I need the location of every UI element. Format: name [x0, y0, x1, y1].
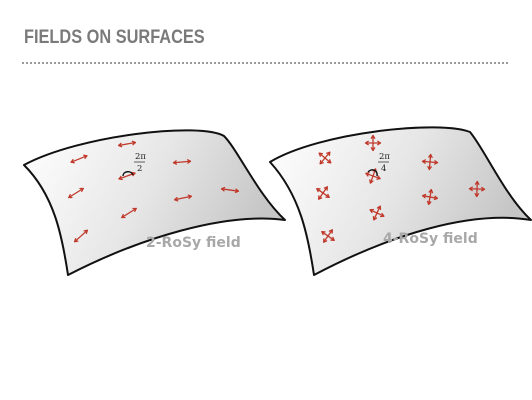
- caption-2rosy: 2-RoSy field: [146, 235, 241, 251]
- arrow-glyph-4rosy: [364, 134, 382, 152]
- surface-4rosy-patch: [269, 126, 532, 276]
- arrow-glyph-4rosy: [421, 153, 439, 171]
- arrow-glyph-2rosy: [68, 187, 84, 199]
- arrow-glyph-4rosy: [468, 180, 486, 198]
- arrow-glyph-4rosy: [321, 229, 335, 243]
- arrow-glyph-2rosy: [172, 159, 192, 165]
- caption-4rosy: 4-RoSy field: [383, 231, 478, 247]
- title-divider: [22, 62, 508, 64]
- surface-2rosy: 2π 2 2-RoSy field: [23, 129, 286, 276]
- angle-arc-4rosy: [367, 169, 378, 177]
- arrow-glyph-4rosy: [318, 151, 332, 165]
- page-title: FIELDS ON SURFACES: [24, 27, 205, 48]
- arrow-glyph-4rosy: [421, 188, 439, 206]
- arrow-glyph-2rosy: [74, 229, 88, 243]
- arrow-glyph-2rosy: [121, 207, 137, 219]
- angle-denominator-4rosy: 4: [381, 164, 386, 174]
- arrow-glyph-2rosy: [174, 194, 192, 202]
- arrow-field-2rosy: [68, 140, 240, 243]
- angle-arc-2rosy: [122, 171, 134, 177]
- arrow-glyph-2rosy: [220, 186, 240, 194]
- arrow-glyph-2rosy: [70, 154, 88, 164]
- angle-denominator-2rosy: 2: [137, 164, 142, 174]
- surface-4rosy: 2π 4 4-RoSy field: [269, 126, 532, 276]
- arrow-glyph-4rosy: [369, 205, 385, 221]
- surface-2rosy-patch: [23, 129, 286, 276]
- arrow-glyph-4rosy: [316, 186, 330, 200]
- angle-numerator-4rosy: 2π: [379, 152, 390, 162]
- angle-numerator-2rosy: 2π: [135, 152, 146, 162]
- arrow-glyph-2rosy: [117, 140, 137, 148]
